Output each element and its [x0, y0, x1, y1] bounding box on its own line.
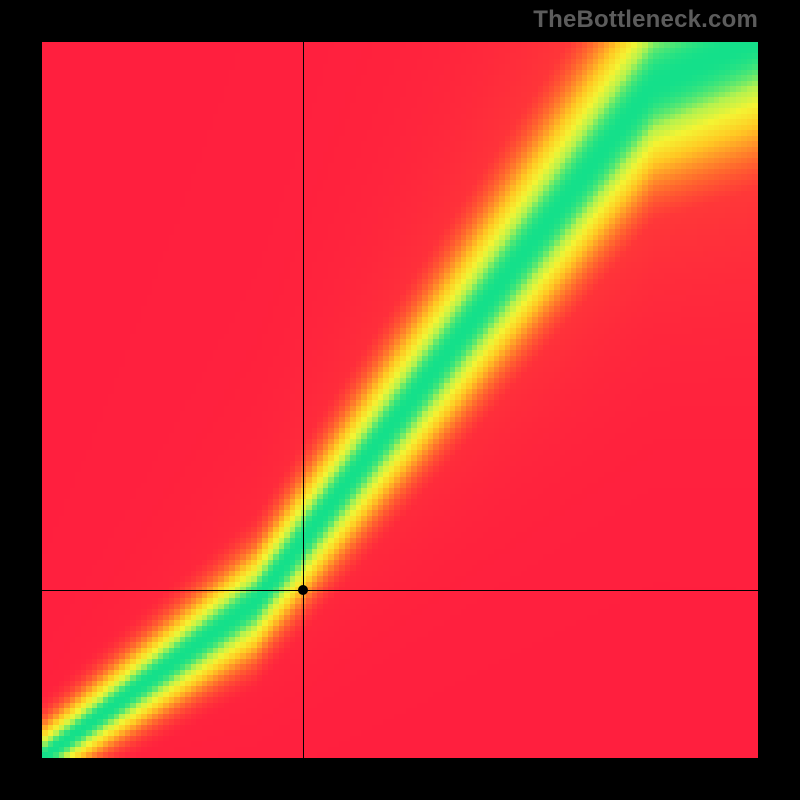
figure-root: TheBottleneck.com: [0, 0, 800, 800]
heatmap-canvas: [42, 42, 758, 758]
watermark-label: TheBottleneck.com: [533, 6, 758, 34]
heatmap-plot: [42, 42, 758, 758]
